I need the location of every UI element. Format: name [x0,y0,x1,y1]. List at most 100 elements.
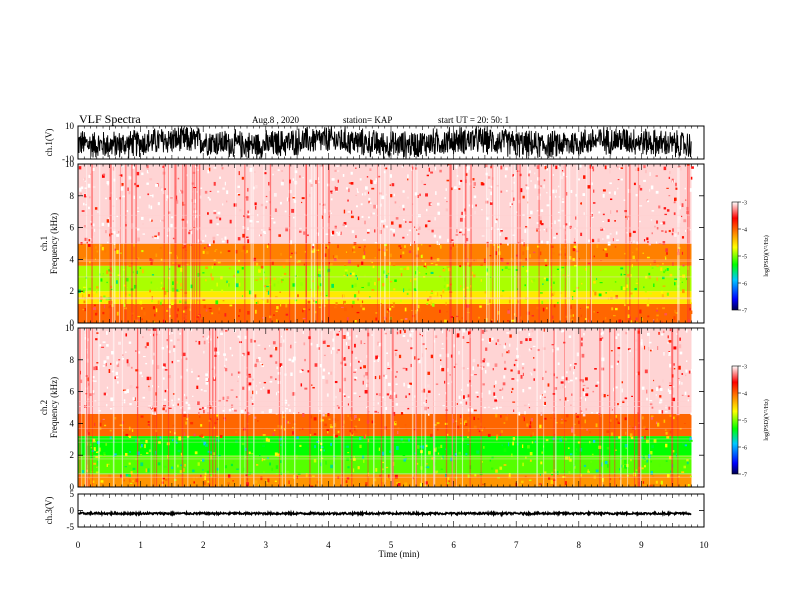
spectrogram-pixel [354,414,357,419]
spectrogram-pixel [331,283,335,288]
colorbar-scale [731,201,739,311]
spectrogram-pixel [511,319,515,322]
spectrogram-pixel [371,187,375,190]
spectrogram-pixel [530,210,533,215]
spectrogram-pixel [460,179,463,183]
spectrogram-pixel [115,371,118,376]
spectrogram-pixel [445,208,449,212]
spectrogram-pixel [685,229,687,232]
spectrogram-pixel [585,408,588,411]
spectrogram-pixel [395,394,398,398]
spectrogram-pixel [247,474,250,476]
spectrogram-pixel [93,447,96,452]
spectrogram-pixel [254,363,257,366]
spectrogram-pixel [606,394,609,397]
spectrogram-pixel [442,405,445,407]
spectrogram-pixel [564,481,567,485]
spectrogram-pixel [214,250,216,253]
spectrogram-pixel [318,306,322,309]
spectrogram-pixel [296,436,299,440]
spectrogram-pixel [561,376,565,380]
spectrogram-pixel [495,469,498,473]
spectrogram-pixel [181,190,184,194]
spectrogram-pixel [102,341,106,343]
spectrogram-pixel [146,342,149,346]
spectrogram-pixel [569,314,572,318]
spectrogram-pixel [107,241,109,244]
spectrogram-pixel [419,483,423,487]
spectrogram-pixel [662,221,666,225]
spectrogram-pixel [411,168,413,171]
spectrogram-pixel [325,291,329,296]
spectrogram-pixel [512,234,515,236]
spectrogram-pixel [549,417,553,419]
spectrogram-pixel [267,438,270,442]
spectrogram-pixel [170,223,173,228]
spectrogram-pixel [654,225,656,228]
spectrogram-pixel [677,385,681,389]
spectrogram-pixel [344,395,346,397]
spectrogram-pixel [625,431,627,435]
spectrogram-pixel [472,366,474,371]
spectrogram-pixel [461,317,464,319]
spectrogram-pixel [347,211,350,215]
spectrogram-pixel [410,242,412,246]
spectrogram-pixel [363,435,367,439]
spectrogram-pixel [466,341,470,344]
spectrogram-pixel [211,265,213,269]
spectrogram-pixel [507,442,510,447]
spectrogram-pixel [213,210,217,215]
spectrogram-pixel [446,482,449,484]
spectrogram-pixel [647,200,650,203]
spectrogram-pixel [339,388,342,393]
spectrogram-pixel [442,330,444,334]
spectrogram-pixel [87,183,91,188]
spectrogram-pixel [171,301,174,305]
spectrogram-pixel [249,471,252,474]
spectrogram-pixel [568,381,570,383]
spectrogram-pixel [528,403,530,406]
spectrogram-pixel [216,467,219,471]
spectrogram-pixel [126,286,129,288]
spectrogram-pixel [343,300,346,305]
spectrogram-pixel [200,434,204,438]
spectrogram-pixel [631,402,635,406]
spectrogram-pixel [473,484,477,487]
spectrogram-pixel [205,378,209,382]
spectrogram-pixel [144,346,147,349]
spectrogram-pixel [88,287,92,290]
spectrogram-pixel [522,372,525,376]
spectrogram-pixel [245,474,248,476]
spectrogram-pixel [392,262,396,267]
spectrogram-pixel [424,262,427,267]
spectrogram-pixel [366,176,369,178]
spectrogram-pixel [546,240,549,245]
spectrogram-pixel [147,193,150,196]
spectrogram-pixel [196,377,200,380]
spectrogram-pixel [361,193,364,196]
spectrogram-pixel [674,319,678,322]
spectrogram-pixel [560,175,564,180]
spectrogram-pixel [535,228,539,230]
spectrogram-pixel [410,202,412,207]
spectrogram-pixel [639,185,641,188]
spectrogram-pixel [189,308,191,311]
spectrogram-pixel [350,171,353,175]
spectrogram-pixel [150,405,153,409]
spectrogram-pixel [586,387,589,389]
spectrogram-pixel [494,363,498,367]
spectrogram-pixel [162,287,165,290]
spectrogram-pixel [202,469,204,471]
spectrogram-pixel [539,216,542,220]
spectrogram-pixel [406,266,410,270]
spectrogram-pixel [496,227,500,231]
spectrogram-pixel [349,429,351,432]
spectrogram-pixel [536,210,539,212]
spectrogram-pixel [162,303,164,306]
spectrogram-pixel [520,374,523,379]
spectrogram-pixel [447,382,450,385]
spectrogram-pixel [151,274,155,276]
spectrogram-pixel [118,341,121,345]
spectrogram-pixel [524,229,527,233]
spectrogram-pixel [275,346,278,351]
